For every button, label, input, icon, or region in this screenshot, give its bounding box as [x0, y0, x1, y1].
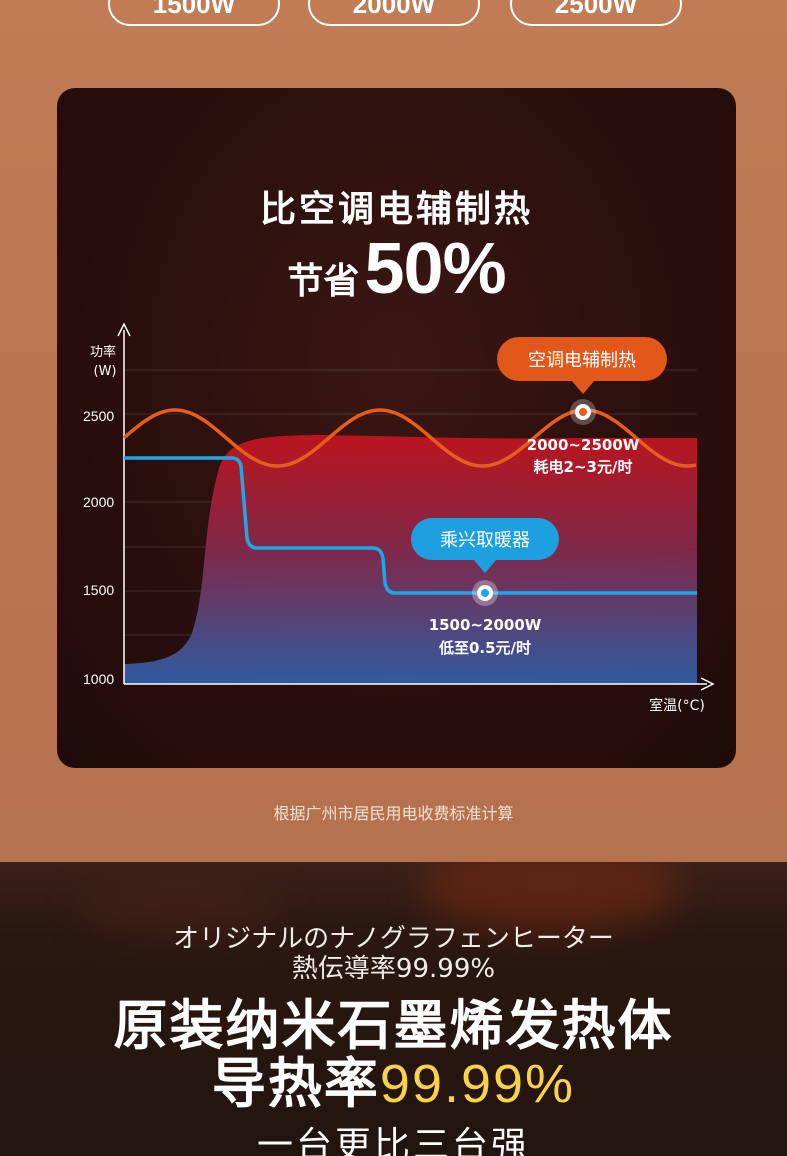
comparison-section: 1500W 2000W 2500W 比空调电辅制热 节省 50% — [0, 0, 787, 862]
heater-cost-label: 低至0.5元/时 — [438, 639, 531, 657]
footnote: 根据广州市居民用电收费标准计算 — [273, 804, 514, 823]
jp-line-2: 熱伝導率99.99% — [291, 954, 496, 984]
jp-line-1: オリジナルのナノグラフェンヒーター — [173, 924, 614, 954]
power-chart: 功率 (W) 2500 2000 1500 1000 室温(°C) 空调电辅制热 — [83, 322, 715, 714]
y-tick-label: 2500 — [83, 408, 114, 424]
card-subtitle-value: 50% — [364, 229, 507, 309]
heat-area — [124, 435, 697, 684]
headline-line-1: 原装纳米石墨烯发热体 — [113, 994, 674, 1057]
comparison-card: 比空调电辅制热 节省 50% 功率 (W) — [57, 88, 736, 768]
card-title: 比空调电辅制热 — [259, 189, 533, 230]
ac-callout: 空调电辅制热 — [497, 337, 667, 394]
headline-line-2: 导热率99.99% — [0, 1052, 787, 1115]
card-subtitle: 节省 50% — [57, 228, 736, 310]
x-axis-arrow — [700, 677, 715, 691]
y-tick-label: 1500 — [83, 582, 114, 598]
y-tick-label: 2000 — [83, 494, 114, 510]
ac-callout-label: 空调电辅制热 — [528, 350, 636, 371]
ac-range-label: 2000~2500W — [527, 436, 640, 454]
x-axis-label: 室温(°C) — [649, 697, 705, 714]
heater-range-label: 1500~2000W — [429, 616, 542, 634]
headline-line-3: 一台更比三台强 — [256, 1125, 530, 1156]
power-pill-2000: 2000W — [308, 0, 480, 26]
y-axis-arrow — [117, 322, 131, 337]
background-glow — [80, 872, 280, 942]
headline-line-2-value: 99.99% — [379, 1054, 576, 1114]
power-pill-2500: 2500W — [510, 0, 682, 26]
headline-line-2-prefix: 导热率 — [211, 1052, 380, 1115]
heater-callout: 乘兴取暖器 — [411, 518, 559, 573]
y-axis-label: 功率 — [90, 344, 116, 360]
series-line-heater — [124, 456, 697, 595]
series-line-ac — [122, 408, 697, 468]
power-pills: 1500W 2000W 2500W — [0, 0, 787, 30]
power-pill-1500: 1500W — [108, 0, 280, 26]
ac-cost-label: 耗电2~3元/时 — [534, 458, 633, 476]
heater-marker — [472, 580, 498, 606]
graphene-section: オリジナルのナノグラフェンヒーター 熱伝導率99.99% 原装纳米石墨烯发热体 … — [0, 862, 787, 1156]
heater-callout-label: 乘兴取暖器 — [440, 530, 530, 551]
card-subtitle-prefix: 节省 — [287, 261, 360, 302]
y-tick-label: 1000 — [83, 671, 114, 687]
background-glow — [420, 862, 680, 932]
ac-marker — [570, 399, 596, 425]
y-axis-unit: (W) — [94, 364, 117, 379]
